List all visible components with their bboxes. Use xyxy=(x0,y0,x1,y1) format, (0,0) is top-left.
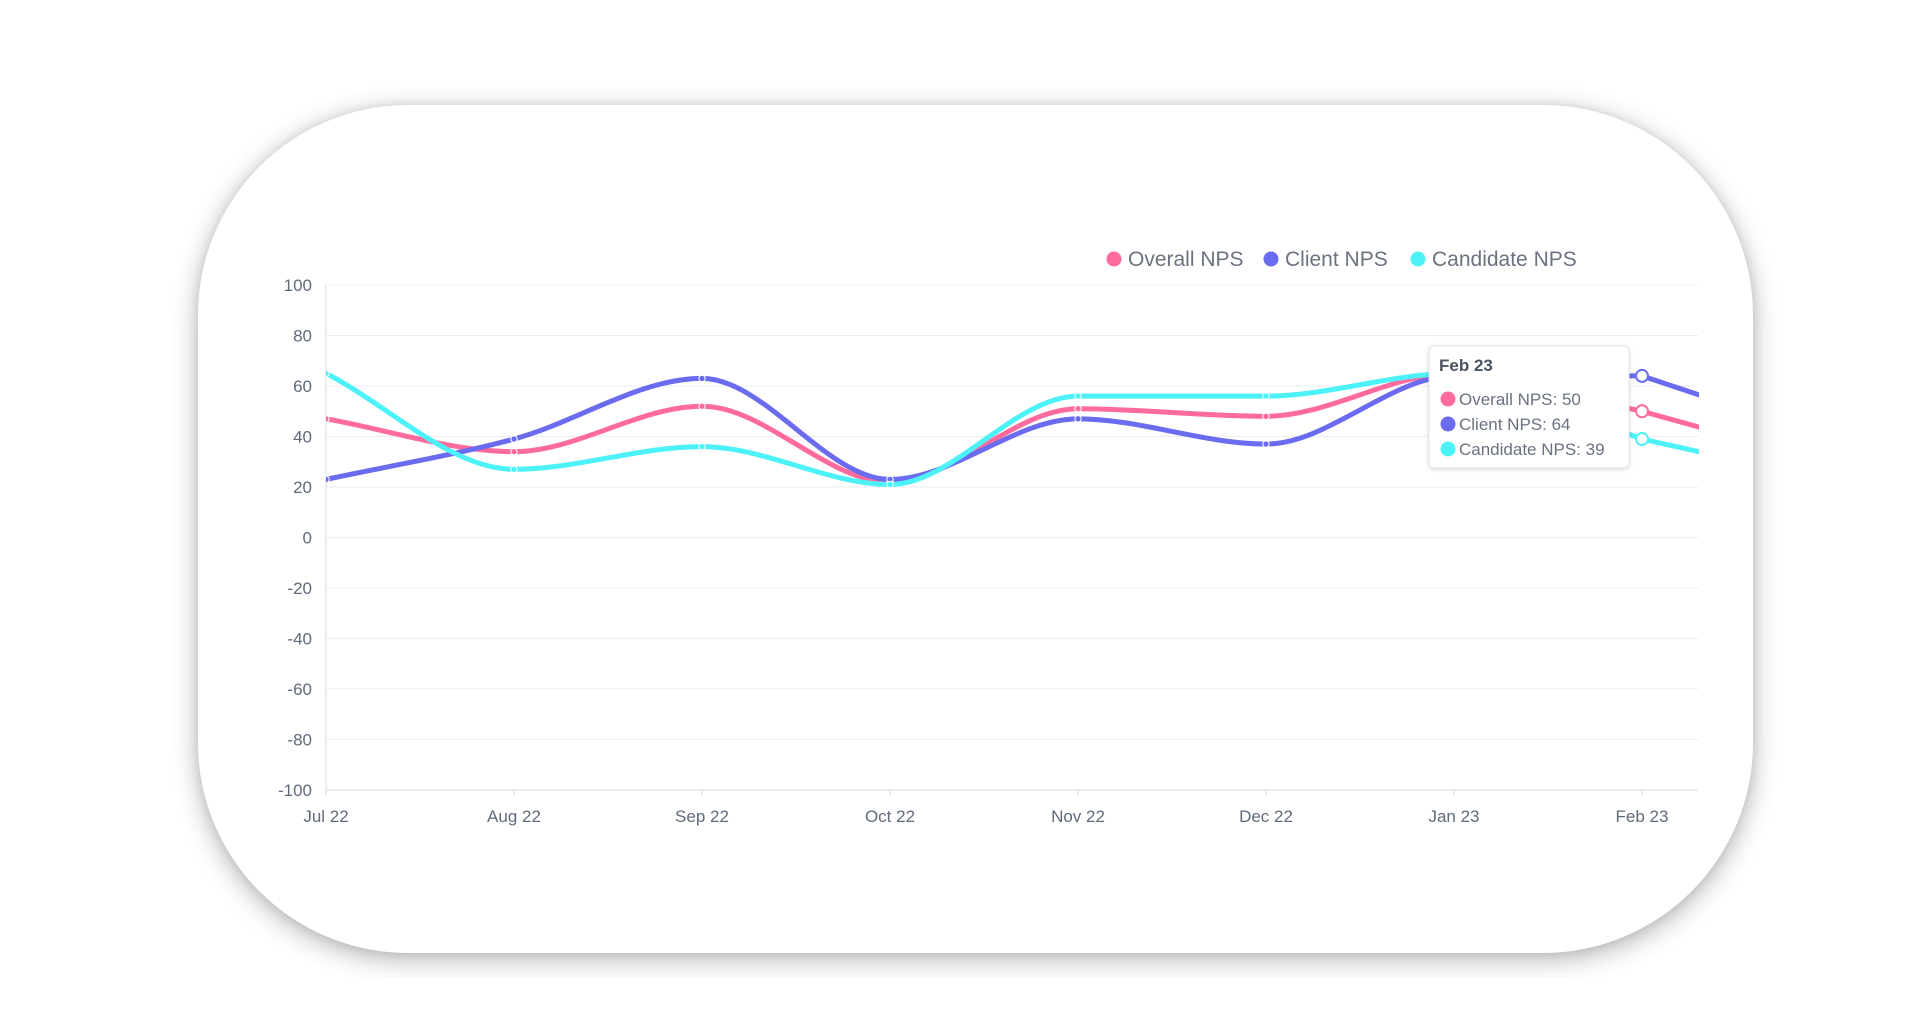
data-point-overall[interactable] xyxy=(323,415,330,423)
tooltip-marker-candidate xyxy=(1440,441,1456,457)
tooltip-marker-client xyxy=(1440,416,1456,432)
tooltip: Feb 23 Overall NPS: 50 Client NPS: 64 Ca… xyxy=(1428,345,1630,469)
data-point-client[interactable] xyxy=(1262,440,1270,448)
y-tick-label: 80 xyxy=(293,327,312,346)
legend-marker-candidate xyxy=(1410,251,1426,267)
data-point-candidate[interactable] xyxy=(886,480,894,489)
y-tick-label: 60 xyxy=(293,377,312,396)
data-point-overall[interactable] xyxy=(1262,412,1270,420)
x-tick-label: Aug 22 xyxy=(487,807,541,826)
legend-label-overall: Overall NPS xyxy=(1128,248,1244,271)
data-point-overall[interactable] xyxy=(698,402,706,410)
tooltip-line-candidate: Candidate NPS: 39 xyxy=(1459,440,1605,459)
series-points xyxy=(323,368,1649,489)
y-tick-label: 0 xyxy=(303,529,312,548)
data-point-client[interactable] xyxy=(1074,415,1082,423)
legend-label-candidate: Candidate NPS xyxy=(1432,248,1577,271)
x-tick-label: Nov 22 xyxy=(1051,807,1105,826)
y-tick-label: 100 xyxy=(284,276,312,295)
data-point-candidate[interactable] xyxy=(1262,392,1270,400)
x-tick-label: Jul 22 xyxy=(303,807,348,826)
tooltip-line-overall: Overall NPS: 50 xyxy=(1459,390,1581,409)
data-point-candidate[interactable] xyxy=(698,442,706,451)
x-tick-label: Sep 22 xyxy=(675,807,729,826)
y-axis: 100 80 60 40 20 0 -20 -40 -60 -80 -100 xyxy=(278,276,312,800)
legend: Overall NPS Client NPS Candidate NPS xyxy=(1106,248,1577,271)
nps-line-chart: 100 80 60 40 20 0 -20 -40 -60 -80 -100 Jul 22 Aug 2… xyxy=(278,248,1699,826)
y-tick-label: 20 xyxy=(293,478,312,497)
data-point-candidate[interactable] xyxy=(510,465,518,474)
legend-item-client[interactable]: Client NPS xyxy=(1263,248,1388,271)
page-footer-band xyxy=(0,978,1920,1024)
data-point-client[interactable] xyxy=(698,374,706,383)
tooltip-line-client: Client NPS: 64 xyxy=(1459,415,1571,434)
data-point-overall[interactable] xyxy=(1635,404,1649,419)
grid-lines xyxy=(325,284,1698,791)
chart-card: 100 80 60 40 20 0 -20 -40 -60 -80 -100 Jul 22 Aug 2… xyxy=(198,105,1753,953)
y-tick-label: -100 xyxy=(278,781,312,800)
data-point-client[interactable] xyxy=(323,475,330,484)
tooltip-box xyxy=(1428,345,1630,469)
x-axis: Jul 22 Aug 22 Sep 22 Oct 22 Nov 22 Dec 22 Jan … xyxy=(303,790,1668,826)
data-point-candidate[interactable] xyxy=(323,369,330,378)
legend-item-candidate[interactable]: Candidate NPS xyxy=(1410,248,1577,271)
x-tick-label: Feb 23 xyxy=(1616,807,1669,826)
data-point-client[interactable] xyxy=(1635,368,1649,383)
data-point-client[interactable] xyxy=(510,435,518,443)
legend-marker-client xyxy=(1263,251,1279,267)
data-point-candidate[interactable] xyxy=(1074,392,1082,400)
legend-label-client: Client NPS xyxy=(1285,248,1388,271)
legend-marker-overall xyxy=(1106,251,1122,267)
y-tick-label: -80 xyxy=(287,731,312,750)
y-tick-label: 40 xyxy=(293,428,312,447)
tooltip-title: Feb 23 xyxy=(1439,356,1493,375)
x-tick-label: Dec 22 xyxy=(1239,807,1293,826)
x-tick-label: Oct 22 xyxy=(865,807,915,826)
legend-item-overall[interactable]: Overall NPS xyxy=(1106,248,1244,271)
y-tick-label: -20 xyxy=(287,579,312,598)
data-point-overall[interactable] xyxy=(510,447,518,456)
tooltip-marker-overall xyxy=(1440,391,1456,407)
data-point-overall[interactable] xyxy=(1074,405,1082,413)
y-tick-label: -40 xyxy=(287,630,312,649)
data-point-candidate[interactable] xyxy=(1635,432,1649,447)
x-tick-label: Jan 23 xyxy=(1428,807,1479,826)
y-tick-label: -60 xyxy=(287,680,312,699)
